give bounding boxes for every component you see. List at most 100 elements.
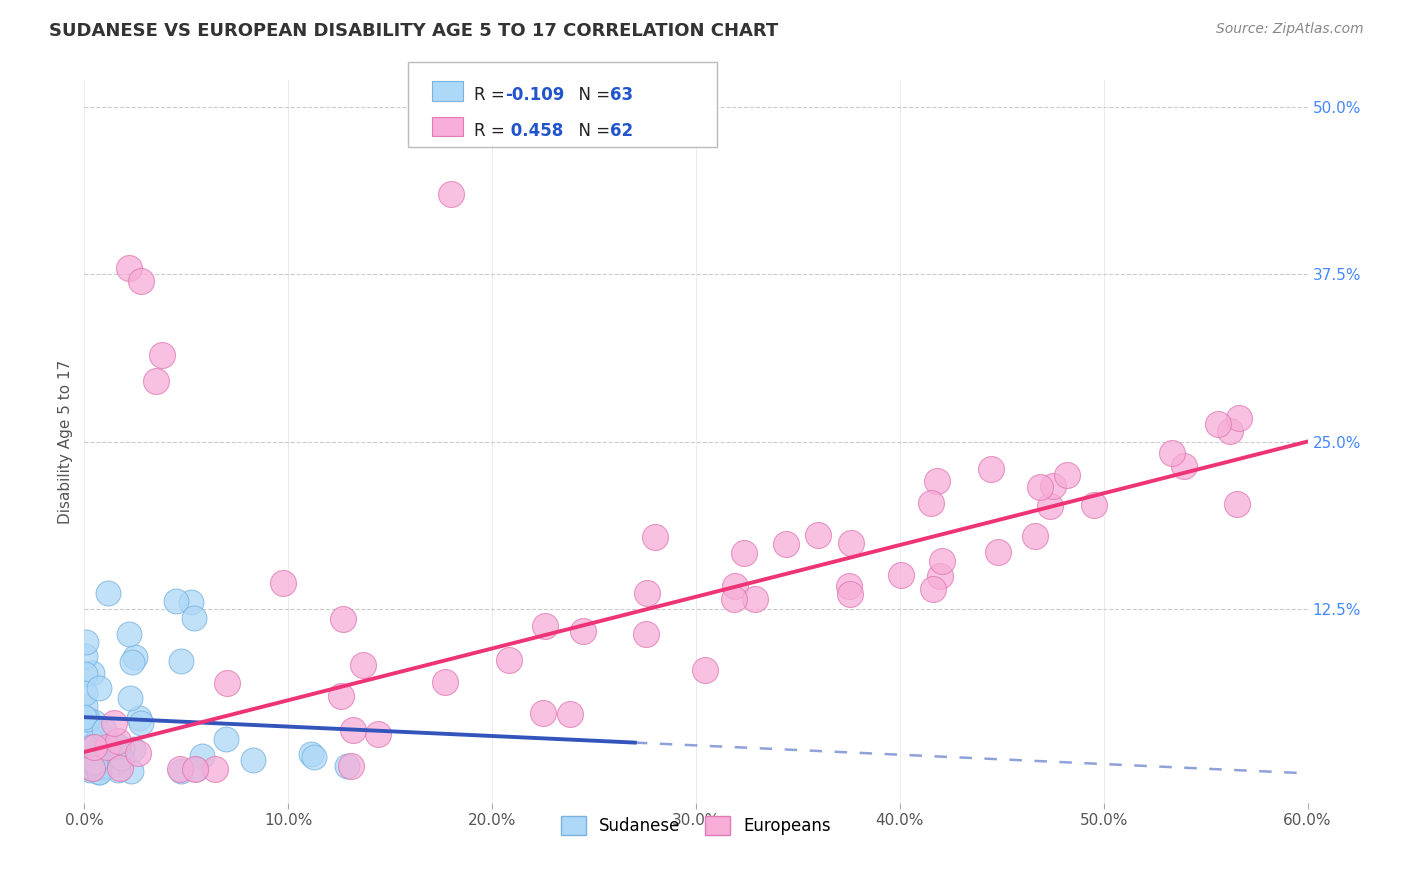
- Point: [807, 527, 830, 541]
- Point: [118, 627, 141, 641]
- Point: [931, 554, 953, 568]
- Point: [110, 751, 132, 765]
- Text: Source: ZipAtlas.com: Source: ZipAtlas.com: [1216, 22, 1364, 37]
- Point: [1083, 498, 1105, 512]
- Point: [191, 749, 214, 764]
- Point: [103, 758, 125, 772]
- Point: [217, 675, 239, 690]
- Point: [93, 723, 115, 737]
- Point: [77, 730, 100, 744]
- Point: [342, 723, 364, 737]
- Point: [1161, 446, 1184, 460]
- Point: [434, 675, 457, 690]
- Point: [75, 635, 97, 649]
- Point: [928, 569, 950, 583]
- Point: [118, 260, 141, 275]
- Point: [96, 739, 118, 754]
- Point: [204, 762, 226, 776]
- Text: 62: 62: [610, 122, 633, 140]
- Point: [925, 474, 948, 488]
- Point: [87, 765, 110, 780]
- Text: SUDANESE VS EUROPEAN DISABILITY AGE 5 TO 17 CORRELATION CHART: SUDANESE VS EUROPEAN DISABILITY AGE 5 TO…: [49, 22, 779, 40]
- Point: [89, 761, 111, 775]
- Point: [165, 593, 187, 607]
- Point: [94, 736, 117, 750]
- Point: [1219, 425, 1241, 439]
- Point: [121, 655, 143, 669]
- Point: [79, 741, 101, 756]
- Point: [75, 759, 97, 773]
- Point: [128, 711, 150, 725]
- Y-axis label: Disability Age 5 to 17: Disability Age 5 to 17: [58, 359, 73, 524]
- Point: [73, 686, 96, 700]
- Point: [75, 753, 97, 767]
- Point: [572, 624, 595, 638]
- Point: [111, 742, 134, 756]
- Point: [184, 762, 207, 776]
- Point: [86, 759, 108, 773]
- Point: [79, 740, 101, 755]
- Point: [214, 732, 236, 747]
- Point: [77, 742, 100, 756]
- Point: [97, 759, 120, 773]
- Point: [531, 706, 554, 720]
- Point: [1225, 497, 1247, 511]
- Text: 63: 63: [610, 87, 633, 104]
- Point: [634, 627, 657, 641]
- Point: [1173, 458, 1195, 473]
- Point: [693, 663, 716, 677]
- Point: [1229, 410, 1251, 425]
- Point: [121, 742, 143, 756]
- Point: [980, 462, 1002, 476]
- Point: [987, 545, 1010, 559]
- Point: [76, 759, 98, 773]
- Point: [73, 649, 96, 664]
- Point: [103, 716, 125, 731]
- Text: N =: N =: [568, 122, 616, 140]
- Point: [1039, 499, 1062, 513]
- Point: [180, 595, 202, 609]
- Point: [107, 763, 129, 777]
- Point: [1024, 529, 1046, 543]
- Point: [724, 579, 747, 593]
- Point: [330, 690, 353, 704]
- Point: [1206, 417, 1229, 432]
- Text: -0.109: -0.109: [505, 87, 564, 104]
- Point: [89, 725, 111, 739]
- Point: [775, 536, 797, 550]
- Point: [101, 751, 124, 765]
- Point: [644, 530, 666, 544]
- Point: [558, 706, 581, 721]
- Point: [169, 762, 191, 776]
- Point: [127, 746, 149, 760]
- Point: [84, 755, 107, 769]
- Point: [73, 710, 96, 724]
- Point: [79, 751, 101, 765]
- Point: [89, 760, 111, 774]
- Point: [76, 761, 98, 775]
- Point: [80, 665, 103, 680]
- Point: [839, 536, 862, 550]
- Point: [1029, 480, 1052, 494]
- Point: [80, 761, 103, 775]
- Point: [302, 750, 325, 764]
- Point: [170, 654, 193, 668]
- Point: [83, 755, 105, 769]
- Point: [107, 739, 129, 753]
- Point: [733, 546, 755, 560]
- Point: [183, 611, 205, 625]
- Point: [150, 347, 173, 362]
- Point: [97, 585, 120, 599]
- Point: [75, 666, 97, 681]
- Point: [107, 734, 129, 748]
- Point: [108, 761, 131, 775]
- Point: [890, 568, 912, 582]
- Point: [131, 716, 153, 731]
- Point: [76, 743, 98, 757]
- Point: [75, 699, 97, 714]
- Point: [87, 764, 110, 779]
- Point: [1042, 479, 1064, 493]
- Text: N =: N =: [568, 87, 616, 104]
- Point: [79, 741, 101, 756]
- Point: [242, 753, 264, 767]
